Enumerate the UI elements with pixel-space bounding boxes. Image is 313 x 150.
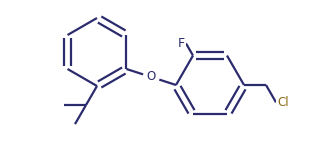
Text: F: F [178, 37, 185, 50]
Text: Cl: Cl [277, 96, 289, 109]
Text: O: O [146, 70, 156, 84]
